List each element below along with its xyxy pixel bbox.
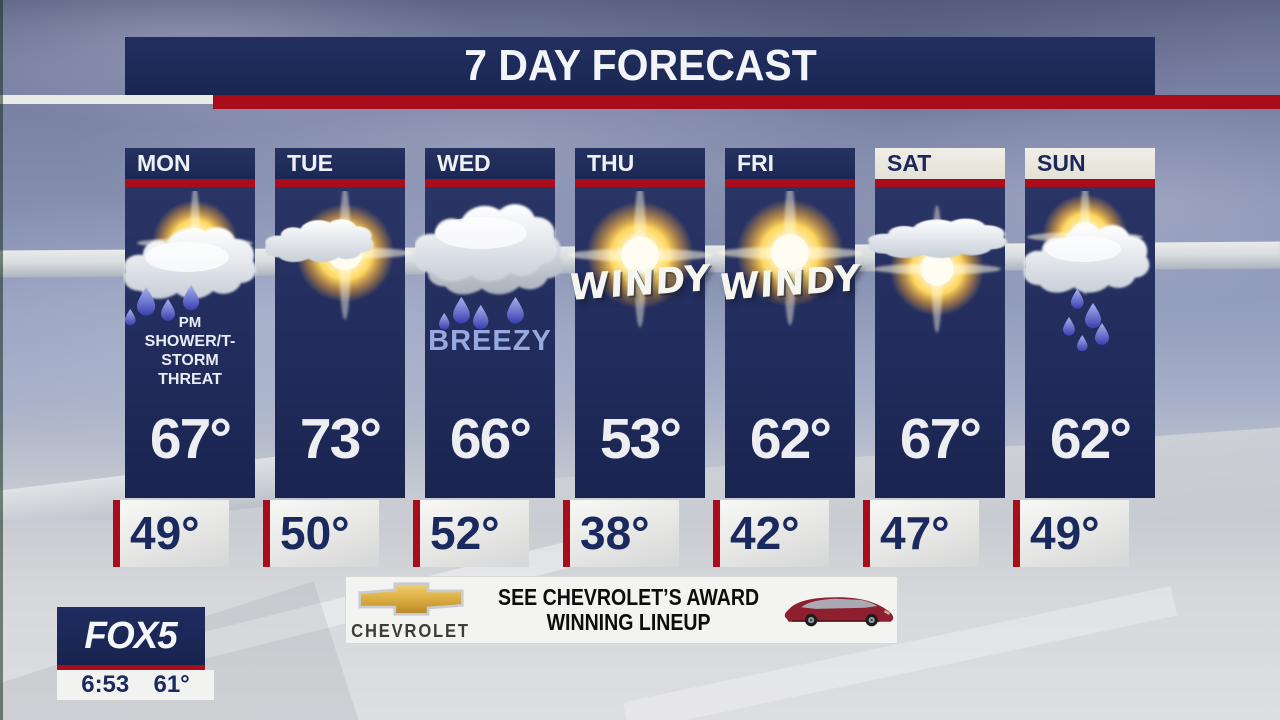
title-white-stripe — [0, 95, 213, 104]
page-title: 7 DAY FORECAST — [463, 41, 817, 90]
high-temp: 67° — [899, 407, 982, 471]
fox5-logo: FOX5 — [57, 607, 205, 665]
partly-cloudy-rain-icon — [1023, 191, 1150, 351]
header-red-bar — [575, 179, 705, 187]
day-panel: WINDY 62° — [725, 187, 855, 498]
day-panel: 67° — [868, 187, 1008, 498]
low-temp-box-tue: 50° — [263, 500, 379, 567]
forecast-column-fri: FRI WINDY 62° — [725, 148, 855, 498]
forecast-column-mon: MON PM SHOWER/T-STORM THREAT 67° — [123, 148, 257, 498]
header-red-bar — [425, 179, 555, 187]
low-temp: 47° — [870, 500, 979, 567]
low-temp-box-mon: 49° — [113, 500, 229, 567]
condition-label: PM SHOWER/T-STORM THREAT — [144, 314, 236, 388]
red-suv-image — [784, 597, 894, 627]
high-temp: 62° — [749, 407, 832, 471]
low-temp: 50° — [270, 500, 379, 567]
day-label: SAT — [875, 148, 1005, 179]
day-panel: 73° — [265, 187, 405, 498]
current-temp: 61° — [153, 671, 190, 698]
mostly-sunny-icon — [868, 191, 1008, 351]
day-label: WED — [425, 148, 555, 179]
cloudy-rain-icon — [415, 204, 563, 330]
day-panel: 62° — [1023, 187, 1155, 498]
low-temp: 49° — [1020, 500, 1129, 567]
forecast-title-bar: 7 DAY FORECAST — [125, 37, 1155, 95]
header-red-bar — [875, 179, 1005, 187]
chevrolet-bowtie-icon — [357, 581, 464, 616]
high-temp: 53° — [599, 407, 682, 471]
low-temp: 52° — [420, 500, 529, 567]
low-red-bar — [713, 500, 720, 567]
low-temp: 49° — [120, 500, 229, 567]
low-red-bar — [413, 500, 420, 567]
high-temp: 67° — [149, 407, 232, 471]
day-panel: BREEZY 66° — [415, 187, 563, 498]
day-panel: PM SHOWER/T-STORM THREAT 67° — [123, 187, 257, 498]
low-temp: 42° — [720, 500, 829, 567]
ad-headline-line2: WINNING LINEUP — [546, 609, 711, 635]
ad-headline: SEE CHEVROLET’S AWARD WINNING LINEUP — [498, 585, 759, 635]
clock-time: 6:53 — [81, 671, 130, 698]
chevrolet-wordmark: CHEVROLET — [351, 620, 470, 641]
ad-headline-line1: SEE CHEVROLET’S AWARD — [498, 584, 760, 611]
low-red-bar — [1013, 500, 1020, 567]
time-temp-bar: 6:53 61° — [57, 670, 214, 700]
fox5-logo-text: FOX5 — [84, 614, 178, 657]
header-red-bar — [275, 179, 405, 187]
forecast-column-tue: TUE 73° — [265, 148, 405, 498]
fox5-red-stripe — [57, 665, 205, 670]
day-label: SUN — [1025, 148, 1155, 179]
low-temp: 38° — [570, 500, 679, 567]
high-temp: 73° — [299, 407, 382, 471]
forecast-column-thu: THU WINDY 53° — [575, 148, 705, 498]
header-red-bar — [1025, 179, 1155, 187]
low-temp-box-fri: 42° — [713, 500, 829, 567]
forecast-column-wed: WED BREEZY 66° — [415, 148, 563, 498]
low-temp-box-wed: 52° — [413, 500, 529, 567]
station-bug: FOX5 6:53 61° — [57, 607, 214, 700]
header-red-bar — [725, 179, 855, 187]
header-red-bar — [125, 179, 255, 187]
title-red-stripe — [213, 95, 1280, 109]
condition-label: BREEZY — [428, 325, 552, 357]
low-red-bar — [263, 500, 270, 567]
chevrolet-logo-block: CHEVROLET — [346, 581, 475, 640]
high-temp: 62° — [1049, 407, 1132, 471]
screen-edge-line — [0, 0, 3, 720]
low-red-bar — [863, 500, 870, 567]
ad-banner: CHEVROLET SEE CHEVROLET’S AWARD WINNING … — [345, 576, 898, 644]
low-red-bar — [563, 500, 570, 567]
low-temp-box-sun: 49° — [1013, 500, 1129, 567]
day-panel: WINDY 53° — [575, 187, 705, 498]
low-red-bar — [113, 500, 120, 567]
day-label: THU — [575, 148, 705, 179]
mostly-sunny-icon — [265, 191, 415, 351]
low-temp-box-sat: 47° — [863, 500, 979, 567]
high-temp: 66° — [449, 407, 532, 471]
forecast-column-sat: SAT 67° — [868, 148, 1008, 498]
day-label: MON — [125, 148, 255, 179]
day-label: TUE — [275, 148, 405, 179]
partly-cloudy-rain-icon — [123, 191, 257, 326]
day-label: FRI — [725, 148, 855, 179]
low-temp-box-thu: 38° — [563, 500, 679, 567]
forecast-column-sun: SUN 62° — [1023, 148, 1155, 498]
